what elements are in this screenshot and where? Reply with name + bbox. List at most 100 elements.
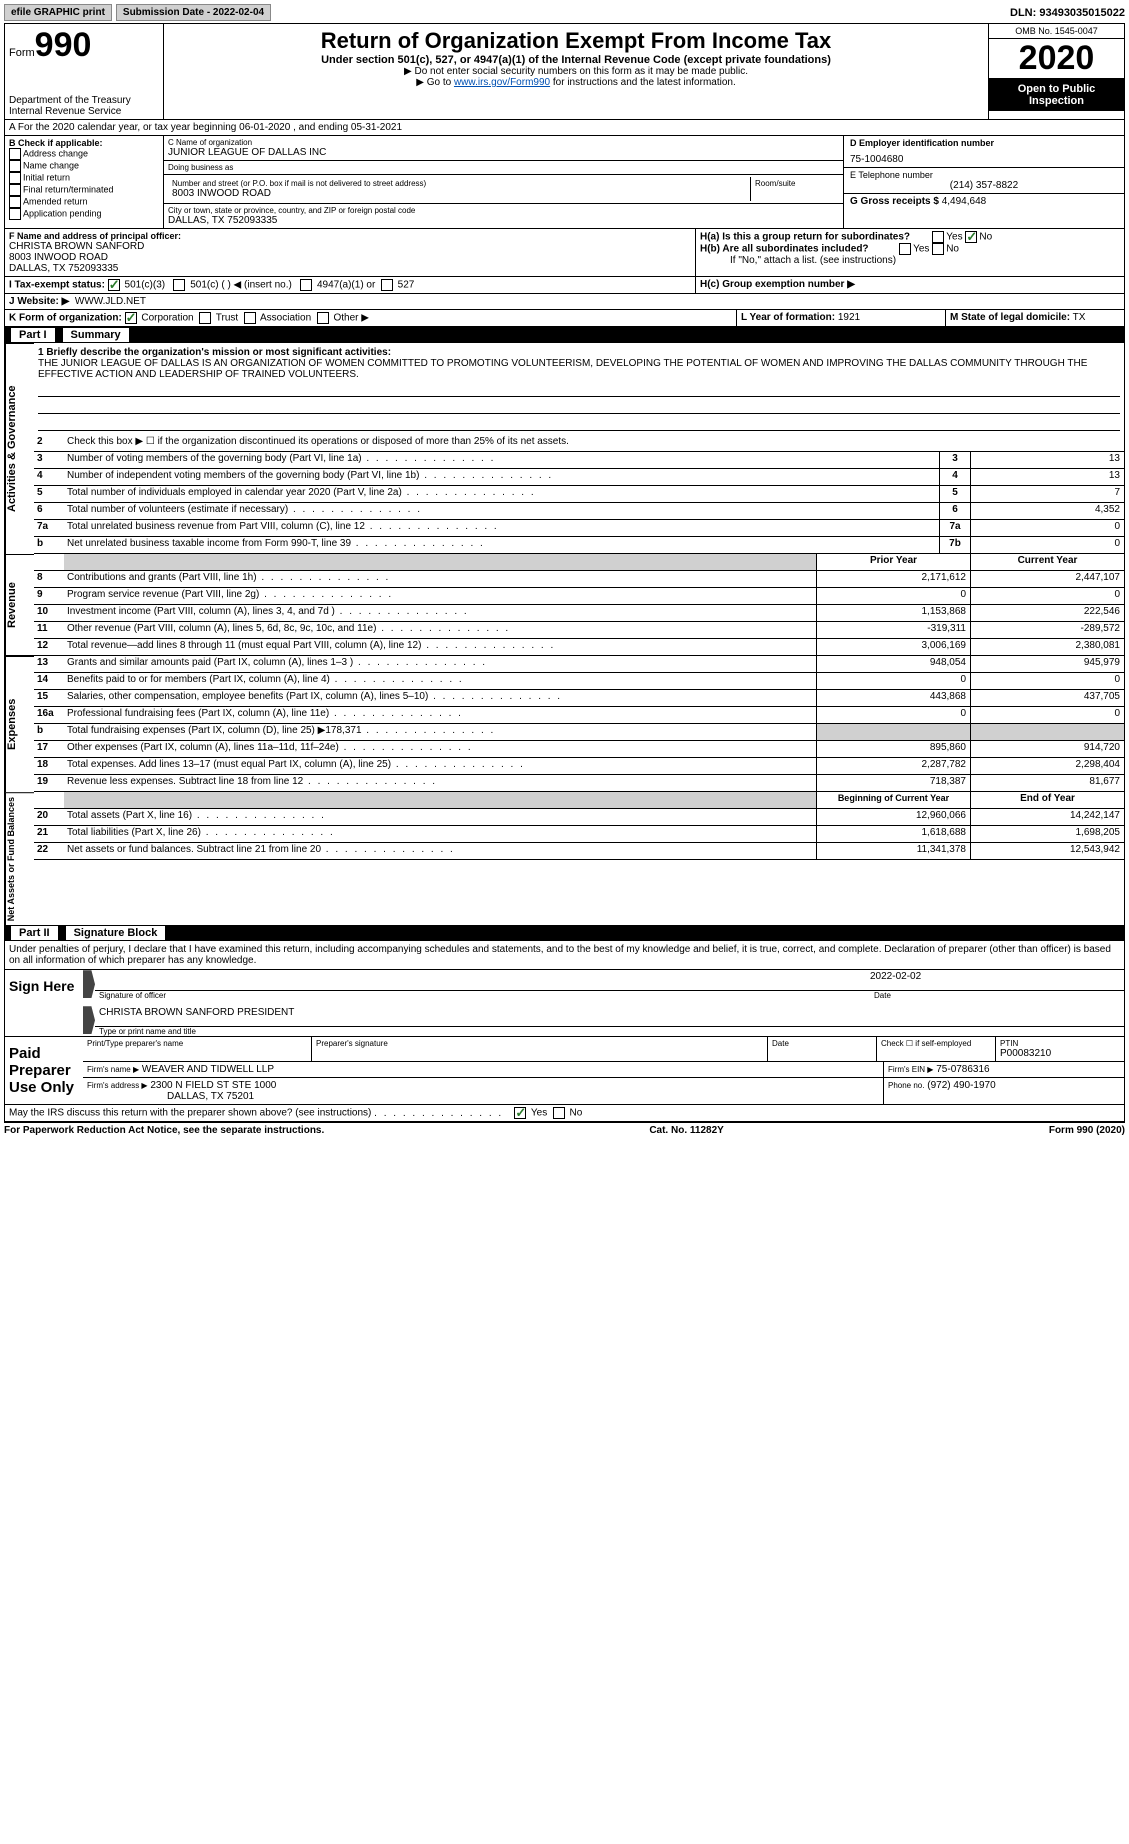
- street-label: Number and street (or P.O. box if mail i…: [172, 179, 746, 188]
- line-desc: Revenue less expenses. Subtract line 18 …: [64, 775, 816, 791]
- officer-name: CHRISTA BROWN SANFORD PRESIDENT: [95, 1006, 1124, 1027]
- chk-discuss-yes[interactable]: [514, 1107, 526, 1119]
- hb-label: H(b) Are all subordinates included?: [700, 244, 869, 255]
- hc-label: H(c) Group exemption number ▶: [700, 279, 855, 290]
- chk-527[interactable]: [381, 279, 393, 291]
- line-row: 10 Investment income (Part VIII, column …: [34, 605, 1124, 622]
- part2-header: Part II Signature Block: [5, 925, 1124, 941]
- line-desc: Total unrelated business revenue from Pa…: [64, 520, 939, 536]
- header-right: OMB No. 1545-0047 2020 Open to Public In…: [988, 24, 1124, 119]
- row-klm: K Form of organization: Corporation Trus…: [5, 310, 1124, 327]
- part1-header: Part ISummary: [5, 327, 1124, 343]
- q1-label: 1 Briefly describe the organization's mi…: [38, 347, 1120, 358]
- phone-label: E Telephone number: [850, 170, 1118, 180]
- chk-app-label: Application pending: [23, 208, 102, 218]
- k-assoc: Association: [260, 313, 311, 324]
- chk-corp[interactable]: [125, 312, 137, 324]
- section-bcd: B Check if applicable: Address change Na…: [5, 136, 1124, 229]
- line-row: 20 Total assets (Part X, line 16) 12,960…: [34, 809, 1124, 826]
- line-num: 18: [34, 758, 64, 774]
- line-val: 13: [970, 469, 1124, 485]
- line-num: b: [34, 724, 64, 740]
- efile-badge: efile GRAPHIC print: [4, 4, 112, 21]
- line-num: 13: [34, 656, 64, 672]
- line-num: 16a: [34, 707, 64, 723]
- rev-hdr-blank1: [34, 554, 64, 570]
- header-left: Form990 Department of the Treasury Inter…: [5, 24, 164, 119]
- line-current: 945,979: [970, 656, 1124, 672]
- org-name-label: C Name of organization: [168, 138, 839, 147]
- line-num: 17: [34, 741, 64, 757]
- part2-badge: Part II: [11, 926, 58, 940]
- line-current: 81,677: [970, 775, 1124, 791]
- chk-address[interactable]: Address change: [9, 148, 159, 160]
- line-desc: Benefits paid to or for members (Part IX…: [64, 673, 816, 689]
- chk-name[interactable]: Name change: [9, 160, 159, 172]
- chk-501c[interactable]: [173, 279, 185, 291]
- irs-label: Internal Revenue Service: [9, 106, 159, 117]
- col-k: K Form of organization: Corporation Trus…: [5, 310, 737, 326]
- line-val: 0: [970, 537, 1124, 553]
- chk-final[interactable]: Final return/terminated: [9, 184, 159, 196]
- line-current: 1,698,205: [970, 826, 1124, 842]
- paid-preparer-row: Paid Preparer Use Only Print/Type prepar…: [5, 1037, 1124, 1105]
- line-current: 2,380,081: [970, 639, 1124, 655]
- line-current: 0: [970, 588, 1124, 604]
- firm-addr2: DALLAS, TX 75201: [87, 1091, 879, 1102]
- chk-4947[interactable]: [300, 279, 312, 291]
- firm-addr1: 2300 N FIELD ST STE 1000: [150, 1080, 276, 1091]
- chk-amended[interactable]: Amended return: [9, 196, 159, 208]
- firm-name-label: Firm's name ▶: [87, 1065, 139, 1074]
- chk-trust[interactable]: [199, 312, 211, 324]
- sig-date-value: 2022-02-02: [866, 970, 1124, 991]
- line-prior: 11,341,378: [816, 843, 970, 859]
- col-hc: H(c) Group exemption number ▶: [696, 277, 1124, 293]
- chk-501c3[interactable]: [108, 279, 120, 291]
- line-num: 8: [34, 571, 64, 587]
- irs-link[interactable]: www.irs.gov/Form990: [454, 77, 550, 88]
- i-527: 527: [398, 280, 415, 291]
- side-expenses: Expenses: [5, 656, 34, 792]
- line-desc: Total revenue—add lines 8 through 11 (mu…: [64, 639, 816, 655]
- chk-other[interactable]: [317, 312, 329, 324]
- side-revenue: Revenue: [5, 554, 34, 656]
- chk-assoc[interactable]: [244, 312, 256, 324]
- line-row: b Net unrelated business taxable income …: [34, 537, 1124, 554]
- line-row: 9 Program service revenue (Part VIII, li…: [34, 588, 1124, 605]
- m-value: TX: [1073, 312, 1086, 323]
- line-current: 914,720: [970, 741, 1124, 757]
- arrow-icon2: [83, 1006, 95, 1034]
- line-prior: 12,960,066: [816, 809, 970, 825]
- line-prior: 2,287,782: [816, 758, 970, 774]
- row-j: J Website: ▶ WWW.JLD.NET: [5, 294, 1124, 310]
- line-row: 14 Benefits paid to or for members (Part…: [34, 673, 1124, 690]
- line-current: 2,298,404: [970, 758, 1124, 774]
- chk-initial-label: Initial return: [23, 172, 70, 182]
- arrow-icon: [83, 970, 95, 998]
- line-prior: 0: [816, 588, 970, 604]
- line-row: 15 Salaries, other compensation, employe…: [34, 690, 1124, 707]
- check-self: Check ☐ if self-employed: [877, 1037, 996, 1061]
- revenue-section: Revenue Prior Year Current Year 8 Contri…: [5, 554, 1124, 656]
- form-header: Form990 Department of the Treasury Inter…: [5, 24, 1124, 120]
- chk-app[interactable]: Application pending: [9, 208, 159, 220]
- line-num: 7a: [34, 520, 64, 536]
- chk-initial[interactable]: Initial return: [9, 172, 159, 184]
- line-current: [970, 724, 1124, 740]
- mission-blank3: [38, 414, 1120, 431]
- ein-cell: D Employer identification number 75-1004…: [844, 136, 1124, 168]
- line-val: 4,352: [970, 503, 1124, 519]
- line-box: 7a: [939, 520, 970, 536]
- note2-pre: ▶ Go to: [416, 77, 454, 88]
- net-hdr-blank1: [34, 792, 64, 808]
- phone-cell: E Telephone number (214) 357-8822: [844, 168, 1124, 194]
- h-b: H(b) Are all subordinates included? Yes …: [700, 243, 1120, 255]
- line-prior: 2,171,612: [816, 571, 970, 587]
- net-header-row: Beginning of Current Year End of Year: [34, 792, 1124, 809]
- part2-title: Signature Block: [66, 926, 166, 940]
- line-num: 20: [34, 809, 64, 825]
- j-label: J Website: ▶: [9, 296, 69, 307]
- room-label: Room/suite: [755, 179, 835, 188]
- dba-label: Doing business as: [168, 163, 839, 172]
- chk-discuss-no[interactable]: [553, 1107, 565, 1119]
